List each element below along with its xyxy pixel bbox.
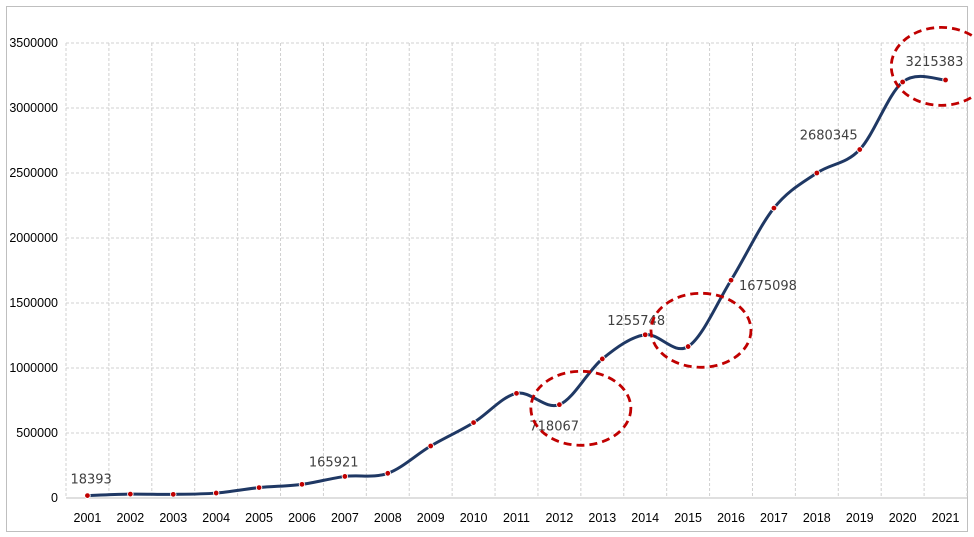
x-tick-label: 2004	[202, 511, 230, 525]
y-tick-label: 2000000	[9, 231, 58, 245]
y-tick-label: 3000000	[9, 101, 58, 115]
highlight-ellipse	[649, 291, 753, 369]
x-tick-label: 2018	[803, 511, 831, 525]
x-tick-label: 2008	[374, 511, 402, 525]
data-label: 2680345	[800, 129, 858, 144]
data-point	[255, 484, 263, 491]
data-point	[212, 489, 220, 497]
data-label: 3215383	[906, 55, 964, 70]
series-line	[85, 74, 948, 498]
x-tick-label: 2012	[545, 511, 573, 525]
x-tick-label: 2007	[331, 511, 359, 525]
highlight-ellipse	[529, 369, 633, 447]
x-tick-label: 2010	[460, 511, 488, 525]
y-tick-label: 2500000	[9, 166, 58, 180]
data-point	[127, 490, 134, 498]
data-point	[770, 204, 778, 212]
y-tick-label: 500000	[16, 426, 58, 440]
x-tick-label: 2021	[932, 511, 960, 525]
data-label: 1255748	[607, 314, 665, 329]
y-tick-label: 1000000	[9, 361, 58, 375]
x-tick-label: 2015	[674, 511, 702, 525]
x-tick-label: 2009	[417, 511, 445, 525]
data-point	[170, 491, 177, 498]
data-point	[727, 277, 735, 284]
gridlines	[65, 42, 968, 498]
x-tick-label: 2016	[717, 511, 745, 525]
highlight-ellipses	[529, 26, 974, 447]
data-point	[642, 331, 649, 338]
data-label: 165921	[309, 455, 359, 470]
y-tick-label: 0	[51, 491, 58, 505]
data-markers	[84, 76, 949, 499]
data-point	[384, 470, 391, 477]
chart-frame	[6, 6, 968, 532]
y-axis-tick-labels: 0 500000 1000000 1500000 2000000 2500000 30000…	[9, 36, 58, 505]
data-point	[513, 390, 520, 397]
x-tick-label: 2006	[288, 511, 316, 525]
x-tick-label: 2003	[159, 511, 187, 525]
data-point	[813, 169, 821, 177]
data-point	[856, 146, 863, 153]
data-point	[599, 355, 606, 363]
x-tick-label: 2017	[760, 511, 788, 525]
highlight-ellipse	[889, 26, 974, 107]
data-point	[899, 78, 906, 86]
x-tick-label: 2005	[245, 511, 273, 525]
y-tick-label: 1500000	[9, 296, 58, 310]
data-point	[470, 419, 477, 426]
data-label: 1675098	[739, 279, 797, 294]
x-axis-tick-labels: 2001 2002 2003 2004 2005 2006 2007 2008 2009 2010…	[74, 511, 960, 525]
data-point	[556, 401, 563, 408]
data-point	[942, 76, 949, 84]
x-tick-label: 2013	[588, 511, 616, 525]
x-tick-label: 2019	[846, 511, 874, 525]
data-point	[341, 473, 349, 480]
x-tick-label: 2020	[889, 511, 917, 525]
data-point	[427, 442, 434, 450]
x-tick-label: 2014	[631, 511, 659, 525]
data-point	[298, 481, 306, 488]
data-label: 18393	[70, 473, 111, 488]
x-tick-label: 2011	[503, 511, 530, 525]
data-point	[684, 343, 692, 350]
data-point	[84, 492, 91, 499]
x-tick-label: 2001	[74, 511, 102, 525]
data-labels: 1839316592171806712557481675098268034532…	[70, 55, 963, 488]
y-tick-label: 3500000	[9, 36, 58, 50]
x-tick-label: 2002	[116, 511, 144, 525]
